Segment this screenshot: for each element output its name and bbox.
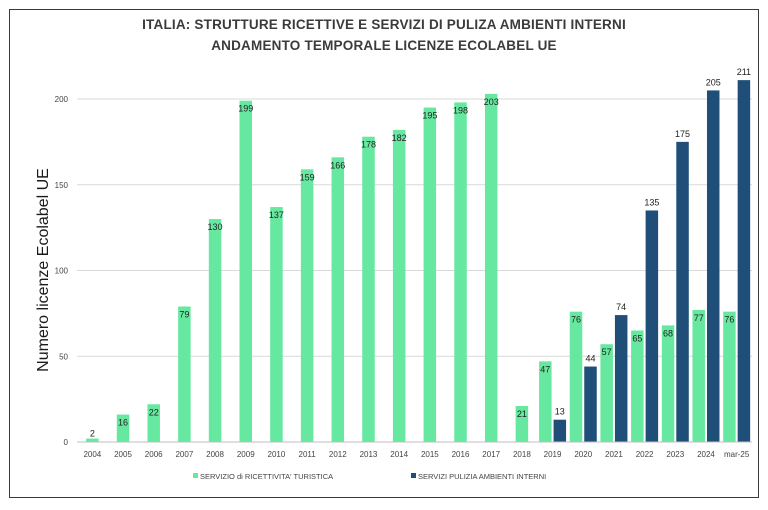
data-label-ricettivita: 130 [208, 222, 223, 232]
x-axis-ticks: 2004 2005 2006 2007 2008 2009 2010 2011 2012 2013… [83, 450, 749, 459]
bar-ricettivita [600, 344, 613, 442]
data-label-ricettivita: 137 [269, 210, 284, 220]
x-tick-label: 2021 [605, 450, 623, 459]
x-tick-label: 2012 [329, 450, 347, 459]
x-tick-label: mar-25 [724, 450, 750, 459]
data-label-ricettivita: 182 [392, 133, 407, 143]
bar-ricettivita [454, 102, 467, 443]
data-label-ricettivita: 68 [663, 328, 673, 338]
data-label-ricettivita: 178 [361, 140, 376, 150]
bar-ricettivita [423, 107, 437, 442]
bar-pulizia [614, 315, 628, 442]
data-label-ricettivita: 159 [300, 172, 315, 182]
bar-ricettivita [362, 136, 375, 443]
data-label-ricettivita: 76 [724, 315, 734, 325]
x-tick-label: 2013 [360, 450, 378, 459]
bar-ricettivita [178, 306, 191, 442]
x-tick-label: 2008 [206, 450, 224, 459]
bar-pulizia [706, 90, 720, 443]
x-tick-label: 2006 [145, 450, 163, 459]
chart-subtitle: ANDAMENTO TEMPORALE LICENZE ECOLABEL UE [211, 38, 557, 53]
y-tick-label: 0 [64, 438, 69, 447]
legend-swatch [411, 473, 416, 478]
data-labels: 2 16 22 79 130 199 137 159 166 178 182 195 198 203 21 4… [90, 67, 751, 438]
bar-ricettivita [631, 330, 644, 442]
data-label-ricettivita: 198 [453, 105, 468, 115]
data-label-pulizia: 211 [737, 67, 751, 77]
legend-swatch [193, 473, 198, 478]
legend-label: SERVIZIO di RICETTIVITA' TURISTICA [200, 472, 333, 481]
x-tick-label: 2010 [268, 450, 286, 459]
data-label-pulizia: 13 [555, 407, 565, 417]
bar-ricettivita [300, 169, 314, 442]
x-tick-label: 2007 [175, 450, 193, 459]
bar-ricettivita [569, 311, 583, 442]
data-label-pulizia: 175 [675, 129, 690, 139]
x-tick-label: 2019 [544, 450, 562, 459]
y-tick-label: 100 [55, 267, 69, 276]
x-tick-label: 2011 [299, 450, 317, 459]
y-tick-label: 200 [55, 95, 69, 104]
bar-ricettivita [392, 129, 406, 442]
bar-ricettivita [147, 404, 160, 442]
bar-ricettivita [515, 405, 529, 442]
x-tick-label: 2018 [513, 450, 531, 459]
x-tick-label: 2004 [83, 450, 101, 459]
data-label-ricettivita: 2 [90, 429, 95, 439]
legend: SERVIZIO di RICETTIVITA' TURISTICA SERVIZ… [193, 472, 546, 481]
bar-pulizia [645, 210, 659, 442]
data-label-ricettivita: 76 [571, 315, 581, 325]
x-tick-label: 2005 [114, 450, 132, 459]
bar-ricettivita [116, 414, 130, 442]
data-label-pulizia: 135 [644, 197, 659, 207]
bar-ricettivita [86, 438, 99, 442]
bar-pulizia [676, 141, 689, 442]
data-label-ricettivita: 199 [238, 104, 253, 114]
bar-ricettivita [661, 325, 675, 442]
y-axis-label: Numero licenze Ecolabel UE [35, 168, 52, 372]
data-label-ricettivita: 77 [694, 313, 704, 323]
data-label-ricettivita: 195 [422, 111, 437, 121]
bar-pulizia [737, 80, 751, 442]
x-tick-label: 2023 [666, 450, 684, 459]
x-tick-label: 2009 [237, 450, 255, 459]
data-label-ricettivita: 79 [179, 310, 189, 320]
data-label-ricettivita: 57 [602, 347, 612, 357]
data-label-ricettivita: 16 [118, 418, 128, 428]
data-label-pulizia: 44 [585, 354, 595, 364]
x-tick-label: 2016 [452, 450, 470, 459]
bar-ricettivita [270, 207, 283, 442]
bar-ricettivita [723, 311, 736, 442]
bar-pulizia [584, 366, 597, 442]
bar-ricettivita [208, 219, 222, 442]
x-tick-label: 2020 [574, 450, 592, 459]
data-label-ricettivita: 21 [517, 409, 527, 419]
x-tick-label: 2015 [421, 450, 439, 459]
y-axis-ticks: 0 50 100 150 200 [55, 95, 69, 447]
x-tick-label: 2024 [697, 450, 715, 459]
data-label-ricettivita: 203 [484, 97, 499, 107]
bar-ricettivita [484, 93, 498, 442]
y-tick-label: 50 [59, 352, 68, 361]
data-label-pulizia: 205 [706, 77, 721, 87]
bar-ricettivita [539, 361, 552, 442]
bar-ricettivita [692, 309, 705, 442]
bars [86, 80, 751, 443]
bar-ricettivita [331, 157, 345, 442]
data-label-ricettivita: 22 [149, 407, 159, 417]
bar-ricettivita [239, 100, 252, 442]
data-label-pulizia: 74 [616, 302, 626, 312]
bar-pulizia [553, 419, 567, 442]
x-tick-label: 2014 [390, 450, 408, 459]
legend-label: SERVIZI PULIZIA AMBIENTI INTERNI [418, 472, 546, 481]
data-label-ricettivita: 65 [632, 334, 642, 344]
chart-title: ITALIA: STRUTTURE RICETTIVE E SERVIZI DI… [142, 17, 626, 32]
x-tick-label: 2022 [636, 450, 654, 459]
x-tick-label: 2017 [482, 450, 500, 459]
data-label-ricettivita: 166 [330, 160, 345, 170]
y-tick-label: 150 [55, 181, 69, 190]
data-label-ricettivita: 47 [540, 364, 550, 374]
